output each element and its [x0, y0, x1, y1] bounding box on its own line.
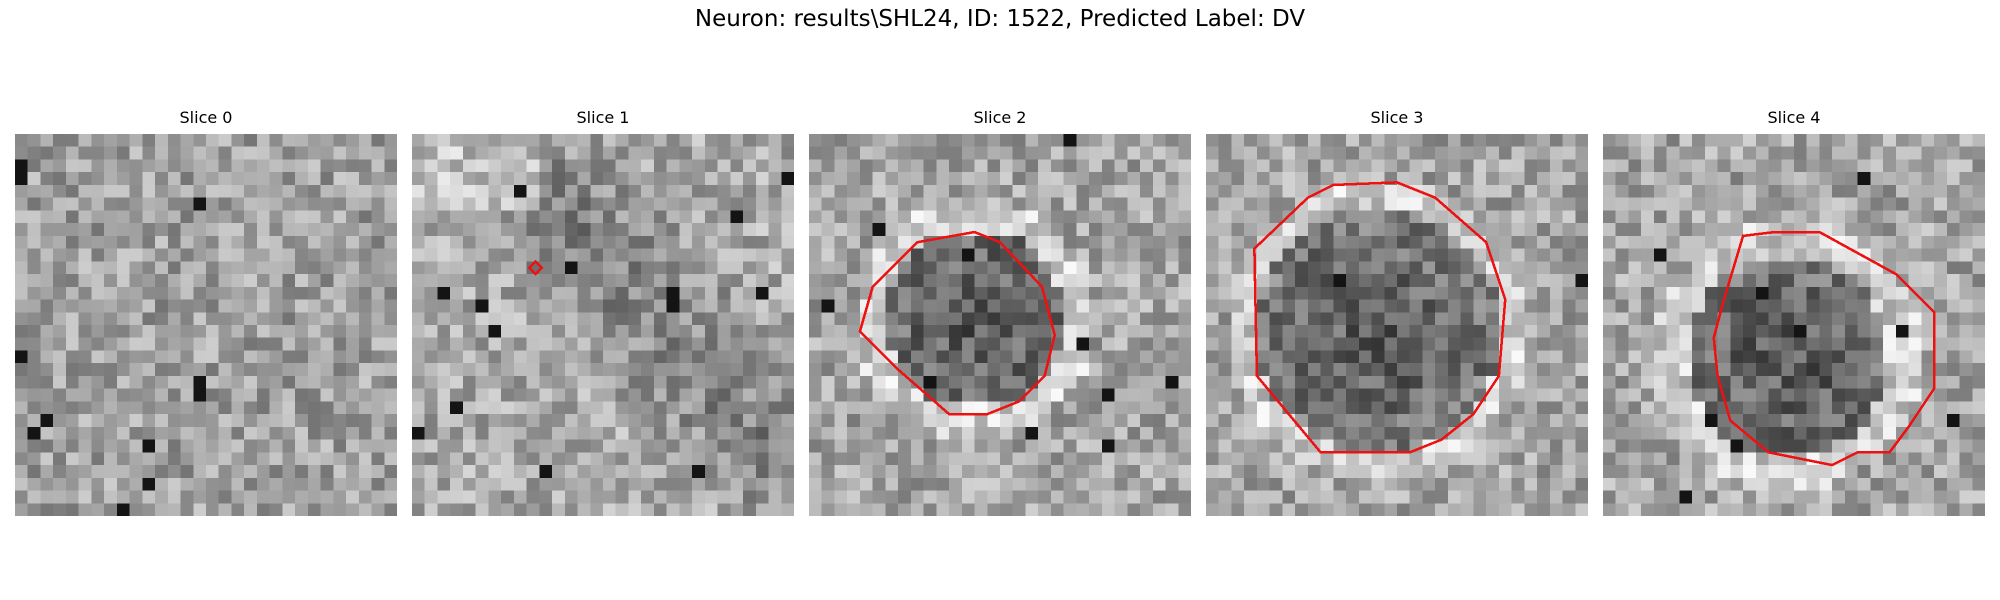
- slice-title-1: Slice 1: [576, 108, 630, 127]
- slice-title-2: Slice 2: [973, 108, 1027, 127]
- roi-contour-1: [527, 259, 544, 276]
- slice-image-0: [15, 134, 397, 516]
- roi-contour-2: [858, 230, 1057, 416]
- slice-title-4: Slice 4: [1767, 108, 1821, 127]
- slice-title-3: Slice 3: [1370, 108, 1424, 127]
- figure-title: Neuron: results\SHL24, ID: 1522, Predict…: [694, 6, 1306, 32]
- slice-image-2: [809, 134, 1191, 516]
- roi-contour-4: [1712, 230, 1936, 467]
- slice-image-3: [1206, 134, 1588, 516]
- roi-contour-3: [1253, 181, 1507, 454]
- slice-image-1: [412, 134, 794, 516]
- slice-title-0: Slice 0: [179, 108, 233, 127]
- slice-image-4: [1603, 134, 1985, 516]
